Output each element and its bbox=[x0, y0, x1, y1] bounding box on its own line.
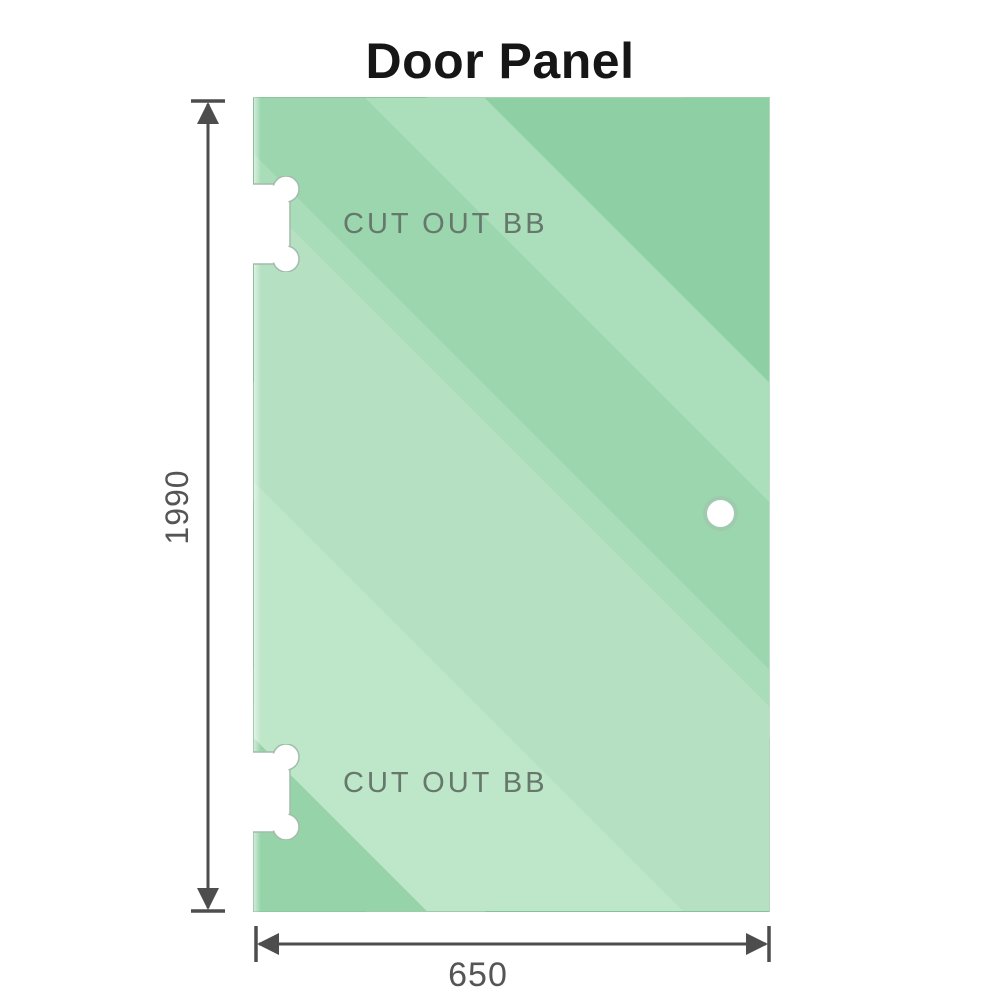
height-dimension-label: 1990 bbox=[159, 469, 195, 545]
bracket-cutout-bottom-icon bbox=[253, 744, 300, 840]
cutout-top-label: CUT OUT BB bbox=[343, 208, 548, 240]
handle-hole bbox=[703, 496, 738, 531]
arrow-down-icon bbox=[197, 888, 219, 910]
bracket-cutout-top-icon bbox=[253, 176, 300, 272]
width-dimension-label: 650 bbox=[448, 956, 508, 994]
arrow-right-icon bbox=[746, 933, 768, 955]
arrow-left-icon bbox=[257, 933, 279, 955]
page-title: Door Panel bbox=[365, 33, 635, 89]
glass-panel bbox=[253, 97, 770, 912]
cutout-bottom-label: CUT OUT BB bbox=[343, 767, 548, 799]
arrow-up-icon bbox=[197, 102, 219, 124]
